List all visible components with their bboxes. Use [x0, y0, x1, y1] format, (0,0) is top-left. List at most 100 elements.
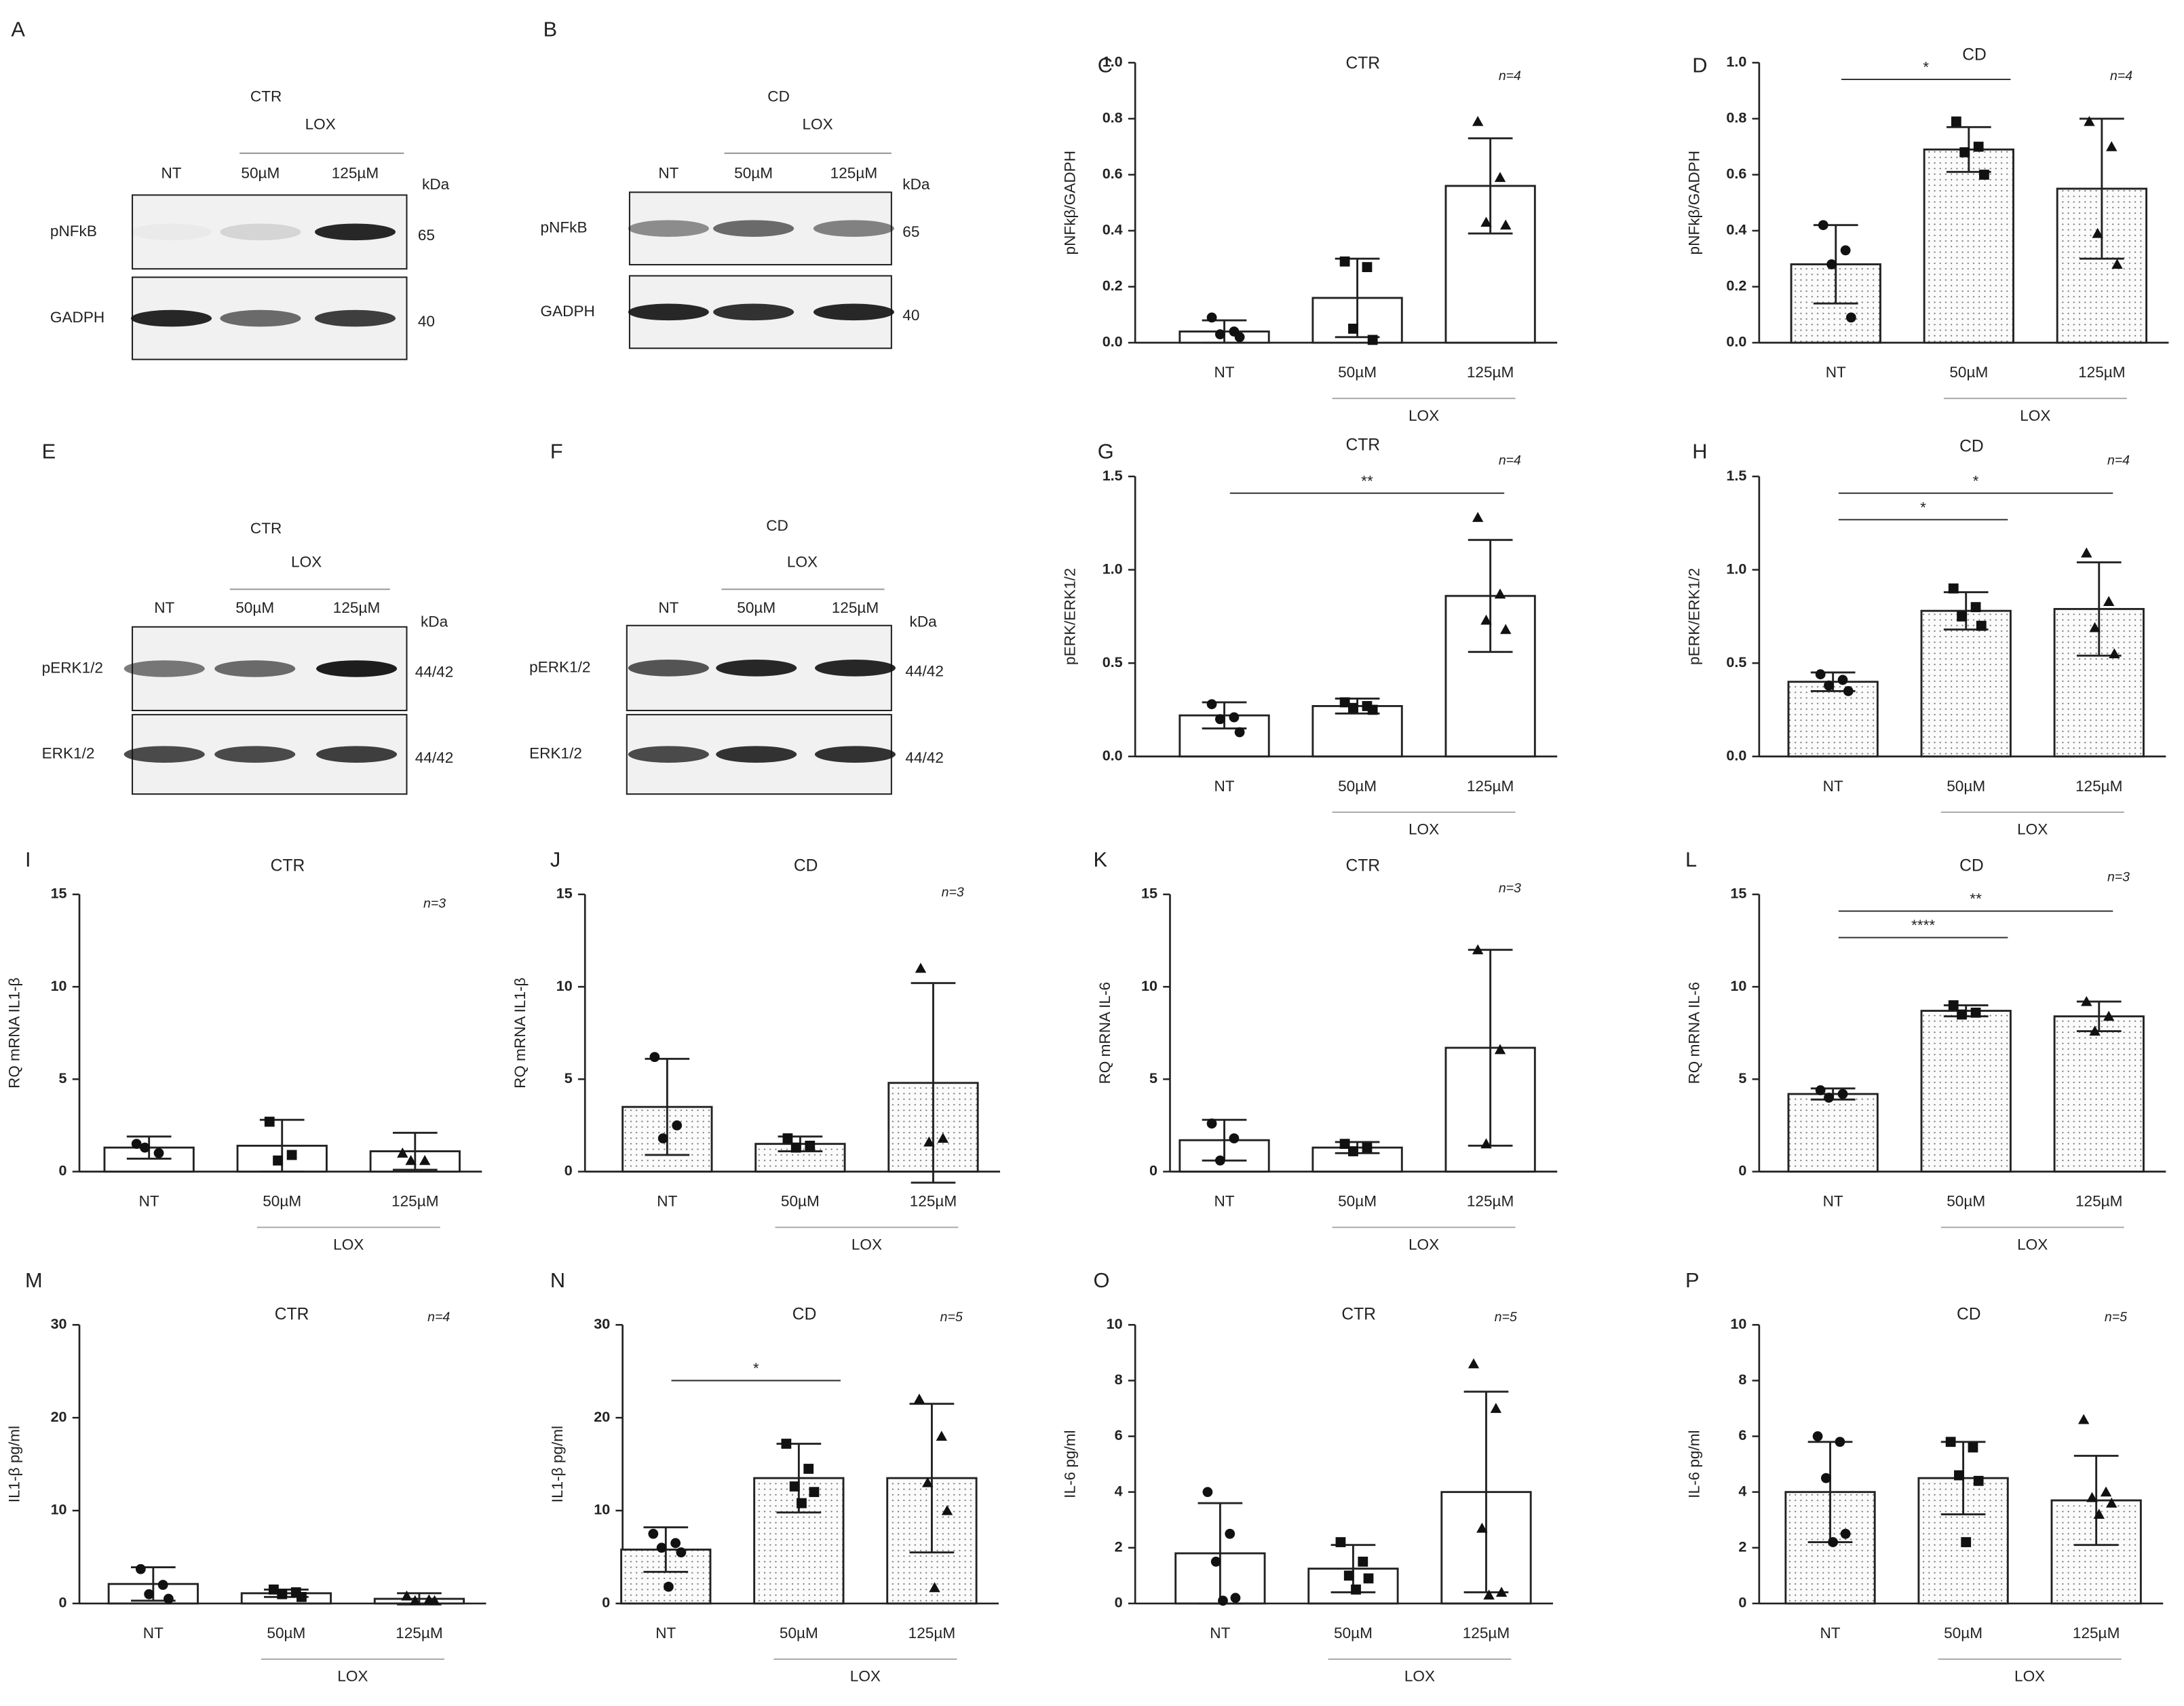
panel-letter: B: [543, 17, 558, 41]
data-point: [2106, 140, 2118, 151]
blot-band: [628, 746, 709, 763]
y-tick-label: 0.2: [1726, 277, 1746, 294]
data-point: [135, 1563, 146, 1574]
blot-band: [814, 746, 896, 763]
panel-letter: C: [1098, 54, 1113, 77]
panel-letter: K: [1094, 848, 1108, 871]
y-tick-label: 0.0: [1726, 746, 1746, 763]
blot-band: [314, 223, 396, 241]
y-tick-label: 2: [1115, 1538, 1123, 1555]
data-point: [1494, 588, 1506, 599]
y-tick-label: 15: [51, 885, 67, 902]
y-tick-label: 8: [1738, 1371, 1746, 1388]
x-tick-label: NT: [1214, 1193, 1234, 1210]
data-point: [1483, 1589, 1495, 1600]
data-point: [164, 1593, 174, 1604]
data-point: [2106, 1497, 2118, 1508]
data-point: [1214, 329, 1225, 340]
error-bar: [909, 1403, 955, 1554]
lane-label: NT: [658, 599, 678, 616]
data-point: [923, 1136, 935, 1147]
sample-size: n=5: [2105, 1310, 2127, 1325]
data-point: [1480, 1138, 1492, 1149]
y-tick-label: 0: [59, 1594, 67, 1611]
y-tick-label: 6: [1738, 1426, 1746, 1443]
data-point: [153, 1148, 164, 1158]
blot-condition: CTR: [250, 88, 282, 105]
group-label: LOX: [1409, 407, 1439, 424]
data-point: [1234, 727, 1245, 738]
y-axis-label: RQ mRNA IL1-β: [512, 977, 529, 1088]
data-point: [401, 1590, 413, 1601]
data-point: [1472, 944, 1484, 955]
y-tick-label: 0: [1149, 1162, 1157, 1179]
y-axis-label: pERK/ERK1/2: [1062, 568, 1079, 665]
data-point: [1954, 1470, 1964, 1481]
data-point: [781, 1439, 792, 1449]
data-point: [1202, 1487, 1213, 1498]
y-axis-label: IL1-β pg/ml: [549, 1426, 566, 1502]
data-point: [1335, 1537, 1346, 1547]
data-point: [1234, 332, 1245, 343]
x-tick-label: 125µM: [908, 1625, 956, 1642]
data-point: [1973, 1475, 1984, 1486]
y-tick-label: 1.0: [1726, 53, 1746, 70]
x-tick-label: NT: [657, 1193, 677, 1210]
y-tick-label: 0.5: [1103, 653, 1123, 670]
data-point: [1358, 1556, 1368, 1567]
group-label: LOX: [1409, 1236, 1439, 1253]
data-point: [676, 1547, 687, 1558]
data-point: [2093, 1509, 2105, 1519]
data-point: [1214, 1155, 1225, 1166]
lane-label: 125µM: [832, 599, 879, 616]
y-tick-label: 15: [1141, 885, 1157, 902]
data-point: [1820, 1473, 1831, 1483]
y-tick-label: 0: [1738, 1594, 1746, 1611]
row-label: pERK1/2: [42, 659, 103, 676]
data-point: [140, 1142, 150, 1153]
y-tick-label: 0.8: [1103, 109, 1123, 126]
data-point: [405, 1154, 417, 1165]
data-point: [672, 1120, 683, 1131]
panel-letter: E: [42, 439, 56, 463]
error-bar: [911, 982, 956, 1184]
data-point: [1210, 1556, 1221, 1567]
significance-label: *: [1920, 499, 1926, 516]
y-tick-label: 0.6: [1103, 165, 1123, 182]
data-point: [670, 1538, 681, 1549]
blot-band: [123, 660, 205, 677]
y-tick-label: 6: [1115, 1426, 1123, 1443]
data-point: [286, 1150, 297, 1160]
blot-band: [713, 220, 794, 237]
x-tick-label: 50µM: [1947, 778, 1985, 795]
y-tick-label: 0.0: [1726, 333, 1746, 350]
x-tick-label: NT: [1820, 1625, 1840, 1642]
y-tick-label: 1.0: [1103, 560, 1123, 577]
significance-label: **: [1361, 472, 1373, 489]
x-tick-label: 125µM: [1467, 778, 1514, 795]
group-label: LOX: [1404, 1668, 1435, 1685]
data-point: [1948, 1000, 1959, 1010]
x-tick-label: NT: [1210, 1625, 1230, 1642]
panel-letter: H: [1692, 439, 1707, 463]
data-point: [1339, 697, 1350, 708]
data-point: [1979, 170, 1989, 180]
y-tick-label: 0.2: [1103, 277, 1123, 294]
blot-band: [814, 660, 896, 677]
x-tick-label: 50µM: [1338, 364, 1377, 381]
data-point: [915, 962, 927, 973]
y-tick-label: 10: [1730, 1315, 1746, 1332]
data-point: [805, 1140, 816, 1151]
blot-band: [628, 660, 709, 677]
data-point: [2109, 648, 2120, 659]
y-tick-label: 30: [51, 1315, 67, 1332]
chart-title: CTR: [1345, 436, 1380, 454]
blot-band: [214, 660, 296, 677]
group-label: LOX: [850, 1668, 881, 1685]
data-point: [1230, 1593, 1241, 1604]
size-label: 40: [418, 313, 435, 330]
group-label: LOX: [333, 1236, 364, 1253]
size-label: 65: [902, 223, 919, 240]
